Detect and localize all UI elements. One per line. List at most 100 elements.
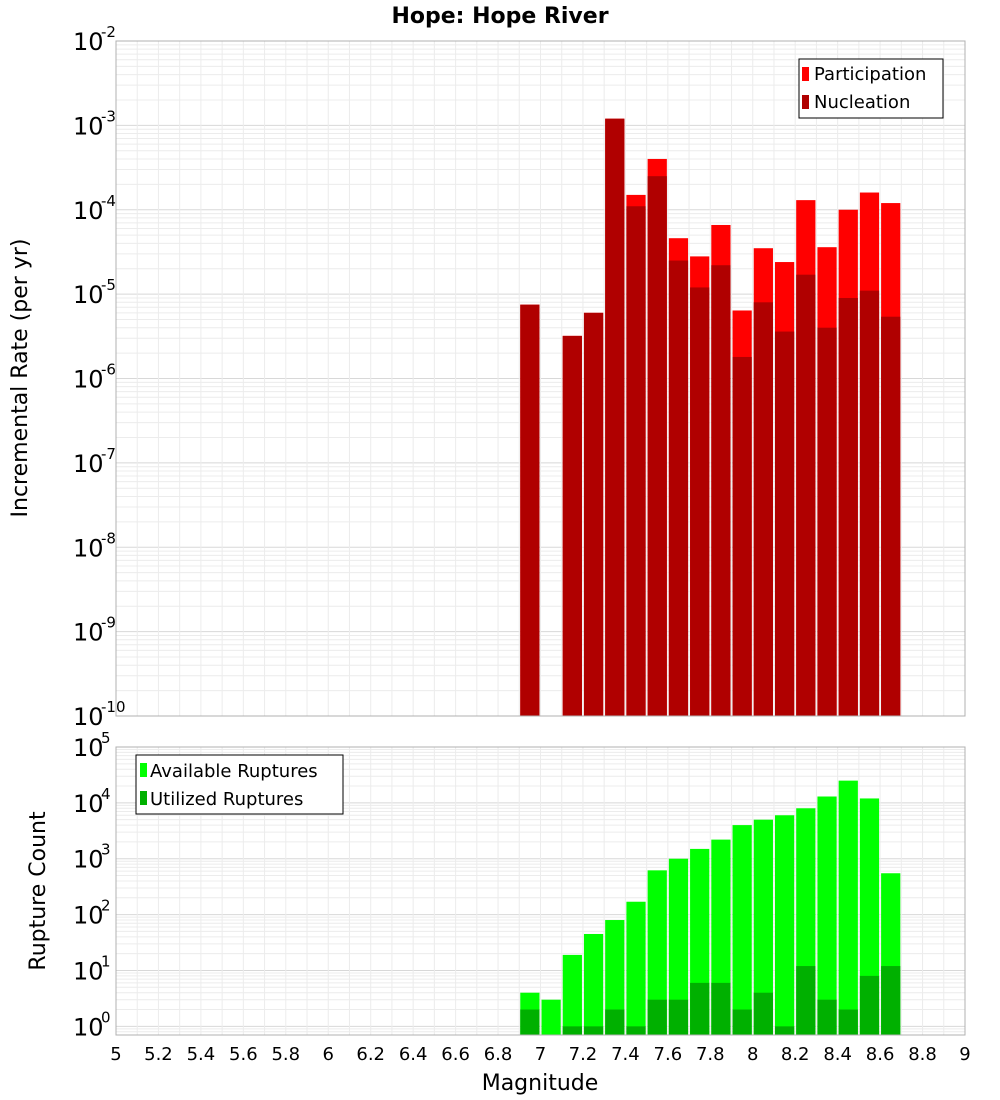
top-bar-nucleation [583, 312, 604, 716]
top-bar-nucleation [711, 265, 731, 716]
bottom-y-tick-exponent: 3 [101, 841, 111, 859]
bottom-y-tick-label: 10 [73, 790, 104, 818]
x-tick-label: 8.4 [823, 1044, 852, 1065]
bottom-bar-utilized-ruptures [859, 975, 880, 1035]
bottom-y-axis-label: Rupture Count [26, 811, 51, 971]
legend-swatch-nucleation [802, 95, 809, 109]
top-bar-nucleation [605, 118, 625, 716]
top-bar-nucleation [796, 274, 816, 716]
bottom-bar-utilized-ruptures [732, 1009, 752, 1035]
bottom-bar-available-ruptures [753, 819, 773, 1035]
top-bar-nucleation [859, 290, 880, 716]
x-tick-label: 6 [323, 1044, 334, 1065]
top-bar-nucleation [753, 302, 773, 716]
x-tick-label: 6.8 [484, 1044, 513, 1065]
bottom-y-tick-exponent: 4 [101, 785, 111, 803]
bottom-bar-utilized-ruptures [626, 1026, 646, 1035]
x-tick-label: 6.6 [441, 1044, 470, 1065]
bottom-bar-available-ruptures [859, 798, 880, 1035]
bottom-bar-utilized-ruptures [881, 966, 901, 1035]
bottom-legend: Available Ruptures Utilized Ruptures [135, 754, 344, 815]
x-ticks: 5 5.2 5.4 5.6 5.8 6 6.2 6.4 6.6 6.8 7 7.2 7.4 7.6 7.8 8… [110, 1044, 970, 1065]
top-bar-nucleation [668, 260, 689, 716]
top-legend-box [798, 58, 944, 119]
x-tick-label: 7.4 [611, 1044, 640, 1065]
legend-label-utilized: Utilized Ruptures [150, 789, 303, 810]
top-legend: Participation Nucleation [798, 58, 944, 119]
legend-swatch-utilized [140, 791, 147, 805]
x-tick-label: 7.6 [654, 1044, 683, 1065]
bottom-bar-utilized-ruptures [796, 966, 816, 1035]
legend-label-participation: Participation [814, 64, 926, 85]
top-bar-nucleation [520, 304, 540, 716]
top-y-tick-label: 10 [73, 450, 104, 478]
top-bar-nucleation [817, 327, 837, 716]
bottom-bar-available-ruptures [817, 796, 837, 1035]
bottom-legend-box [135, 754, 344, 815]
legend-swatch-participation [802, 67, 809, 81]
bottom-bar-utilized-ruptures [711, 982, 731, 1035]
x-tick-label: 5.2 [144, 1044, 173, 1065]
top-bar-nucleation [881, 316, 901, 716]
bottom-bar-available-ruptures [774, 815, 795, 1035]
top-plot-frame [115, 40, 966, 717]
bottom-y-tick-label: 10 [73, 1013, 104, 1041]
bottom-bar-utilized-ruptures [647, 999, 667, 1035]
top-bar-nucleation [774, 331, 795, 716]
top-y-tick-exponent: -5 [101, 276, 116, 294]
top-bars [520, 118, 901, 717]
x-tick-label: 7.8 [696, 1044, 725, 1065]
legend-swatch-available [140, 763, 147, 777]
top-bar-nucleation [732, 356, 752, 716]
bottom-bar-available-ruptures [626, 901, 646, 1035]
top-y-tick-label: 10 [73, 619, 104, 647]
x-tick-label: 9 [959, 1044, 970, 1065]
top-bar-nucleation [626, 206, 646, 716]
top-y-tick-exponent: -6 [101, 361, 116, 379]
top-y-tick-label: 10 [73, 28, 104, 56]
x-tick-label: 8.2 [781, 1044, 810, 1065]
x-tick-label: 8.8 [908, 1044, 937, 1065]
x-tick-label: 7 [535, 1044, 546, 1065]
top-bar-nucleation [838, 297, 858, 716]
bottom-bar-available-ruptures [732, 825, 752, 1035]
x-tick-label: 5.8 [271, 1044, 300, 1065]
bottom-y-tick-exponent: 5 [101, 729, 111, 747]
bottom-bar-utilized-ruptures [562, 1026, 582, 1035]
top-y-tick-exponent: -9 [101, 614, 116, 632]
top-y-tick-label: 10 [73, 703, 104, 731]
bottom-y-tick-label: 10 [73, 846, 104, 874]
x-tick-label: 5.4 [187, 1044, 216, 1065]
top-y-tick-exponent: -2 [101, 23, 116, 41]
top-bar-nucleation [562, 335, 582, 716]
chart-title: Hope: Hope River [391, 4, 608, 29]
bottom-bar-utilized-ruptures [583, 1026, 604, 1035]
bottom-plot-frame [115, 746, 966, 1036]
bottom-bar-utilized-ruptures [817, 999, 837, 1035]
top-y-tick-exponent: -8 [101, 529, 116, 547]
top-y-tick-label: 10 [73, 197, 104, 225]
bottom-bar-available-ruptures [605, 920, 625, 1035]
top-y-tick-exponent: -10 [101, 698, 126, 716]
bottom-bar-utilized-ruptures [774, 1026, 795, 1035]
bottom-y-tick-exponent: 0 [101, 1008, 111, 1026]
x-tick-label: 8.6 [866, 1044, 895, 1065]
bottom-y-tick-exponent: 2 [101, 897, 111, 915]
legend-label-available: Available Ruptures [150, 761, 318, 782]
top-y-tick-label: 10 [73, 112, 104, 140]
top-y-tick-label: 10 [73, 281, 104, 309]
x-tick-label: 8 [747, 1044, 758, 1065]
top-bar-nucleation [647, 176, 667, 716]
bottom-y-tick-exponent: 1 [101, 952, 111, 970]
bottom-bar-utilized-ruptures [690, 982, 710, 1035]
bottom-bar-utilized-ruptures [753, 992, 773, 1035]
bottom-bar-available-ruptures [562, 954, 582, 1035]
top-y-axis-label: Incremental Rate (per yr) [8, 239, 33, 518]
x-tick-label: 7.2 [569, 1044, 598, 1065]
x-tick-label: 6.4 [399, 1044, 428, 1065]
top-y-tick-exponent: -7 [101, 445, 116, 463]
bottom-bar-utilized-ruptures [520, 1009, 540, 1035]
